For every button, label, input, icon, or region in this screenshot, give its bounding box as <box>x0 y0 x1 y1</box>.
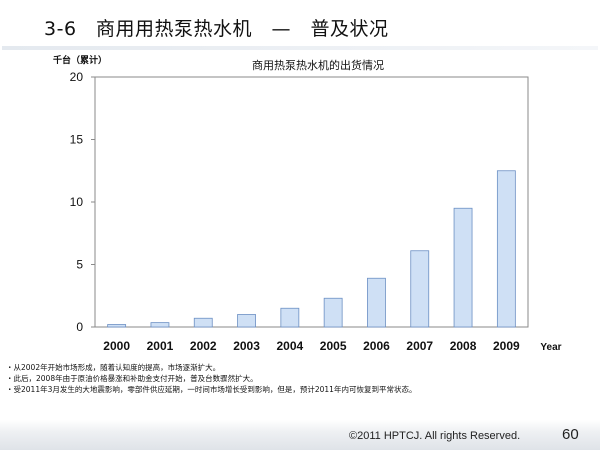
footer-bar <box>0 420 600 450</box>
y-tick-label: 20 <box>70 70 84 84</box>
y-tick-label: 15 <box>70 133 84 147</box>
slide-title: 3-6 商用用热泵热水机 — 普及状况 <box>44 18 389 40</box>
note-line: ・受2011年3月发生的大地震影响，零部件供应延期，一时间市场增长受到影响，但是… <box>6 385 417 394</box>
bar-2009 <box>496 170 516 328</box>
x-tick-label: 2002 <box>190 339 217 353</box>
note-line: ・此后，2008年由于原油价格暴涨和补助金支付开始，普及台数骤然扩大。 <box>6 374 258 383</box>
y-tick-label: 0 <box>76 320 83 334</box>
x-tick-label: 2003 <box>233 339 260 353</box>
x-axis: 2000 2001 2002 2003 2004 2005 2006 2007 2008 2009 <box>103 339 520 353</box>
x-tick-label: 2005 <box>320 339 347 353</box>
x-tick-label: 2009 <box>493 339 520 353</box>
bar-2005 <box>323 297 343 328</box>
x-tick-label: 2006 <box>363 339 390 353</box>
x-tick-label: 2008 <box>450 339 477 353</box>
y-tick-label: 10 <box>70 195 84 209</box>
y-axis: 0 5 10 15 20 <box>70 70 95 334</box>
bar-series <box>107 170 516 328</box>
x-tick-label: 2001 <box>147 339 174 353</box>
notes: ・从2002年开始市场形成，随着认知度的提高，市场逐渐扩大。 ・此后，2008年… <box>6 362 596 395</box>
y-tick-label: 5 <box>76 258 83 272</box>
x-axis-label: Year <box>540 342 561 353</box>
chart-title: 商用热泵热水机的出货情况 <box>252 58 384 72</box>
page-number: 60 <box>562 426 579 443</box>
x-tick-label: 2004 <box>276 339 303 353</box>
note-line: ・从2002年开始市场形成，随着认知度的提高，市场逐渐扩大。 <box>6 363 221 372</box>
x-tick-label: 2000 <box>103 339 130 353</box>
bar-2001 <box>150 322 170 328</box>
title-divider <box>2 46 598 50</box>
bar-2003 <box>237 314 256 328</box>
bar-2000 <box>107 324 127 328</box>
bar-2008 <box>453 207 473 328</box>
bar-2006 <box>367 277 386 328</box>
copyright-text: ©2011 HPTCJ. All rights Reserved. <box>349 430 521 442</box>
bar-2002 <box>193 317 213 328</box>
x-tick-label: 2007 <box>406 339 433 353</box>
y-axis-unit-label: 千台（累计） <box>53 54 107 66</box>
bar-2007 <box>410 250 430 328</box>
bar-2004 <box>280 307 300 328</box>
